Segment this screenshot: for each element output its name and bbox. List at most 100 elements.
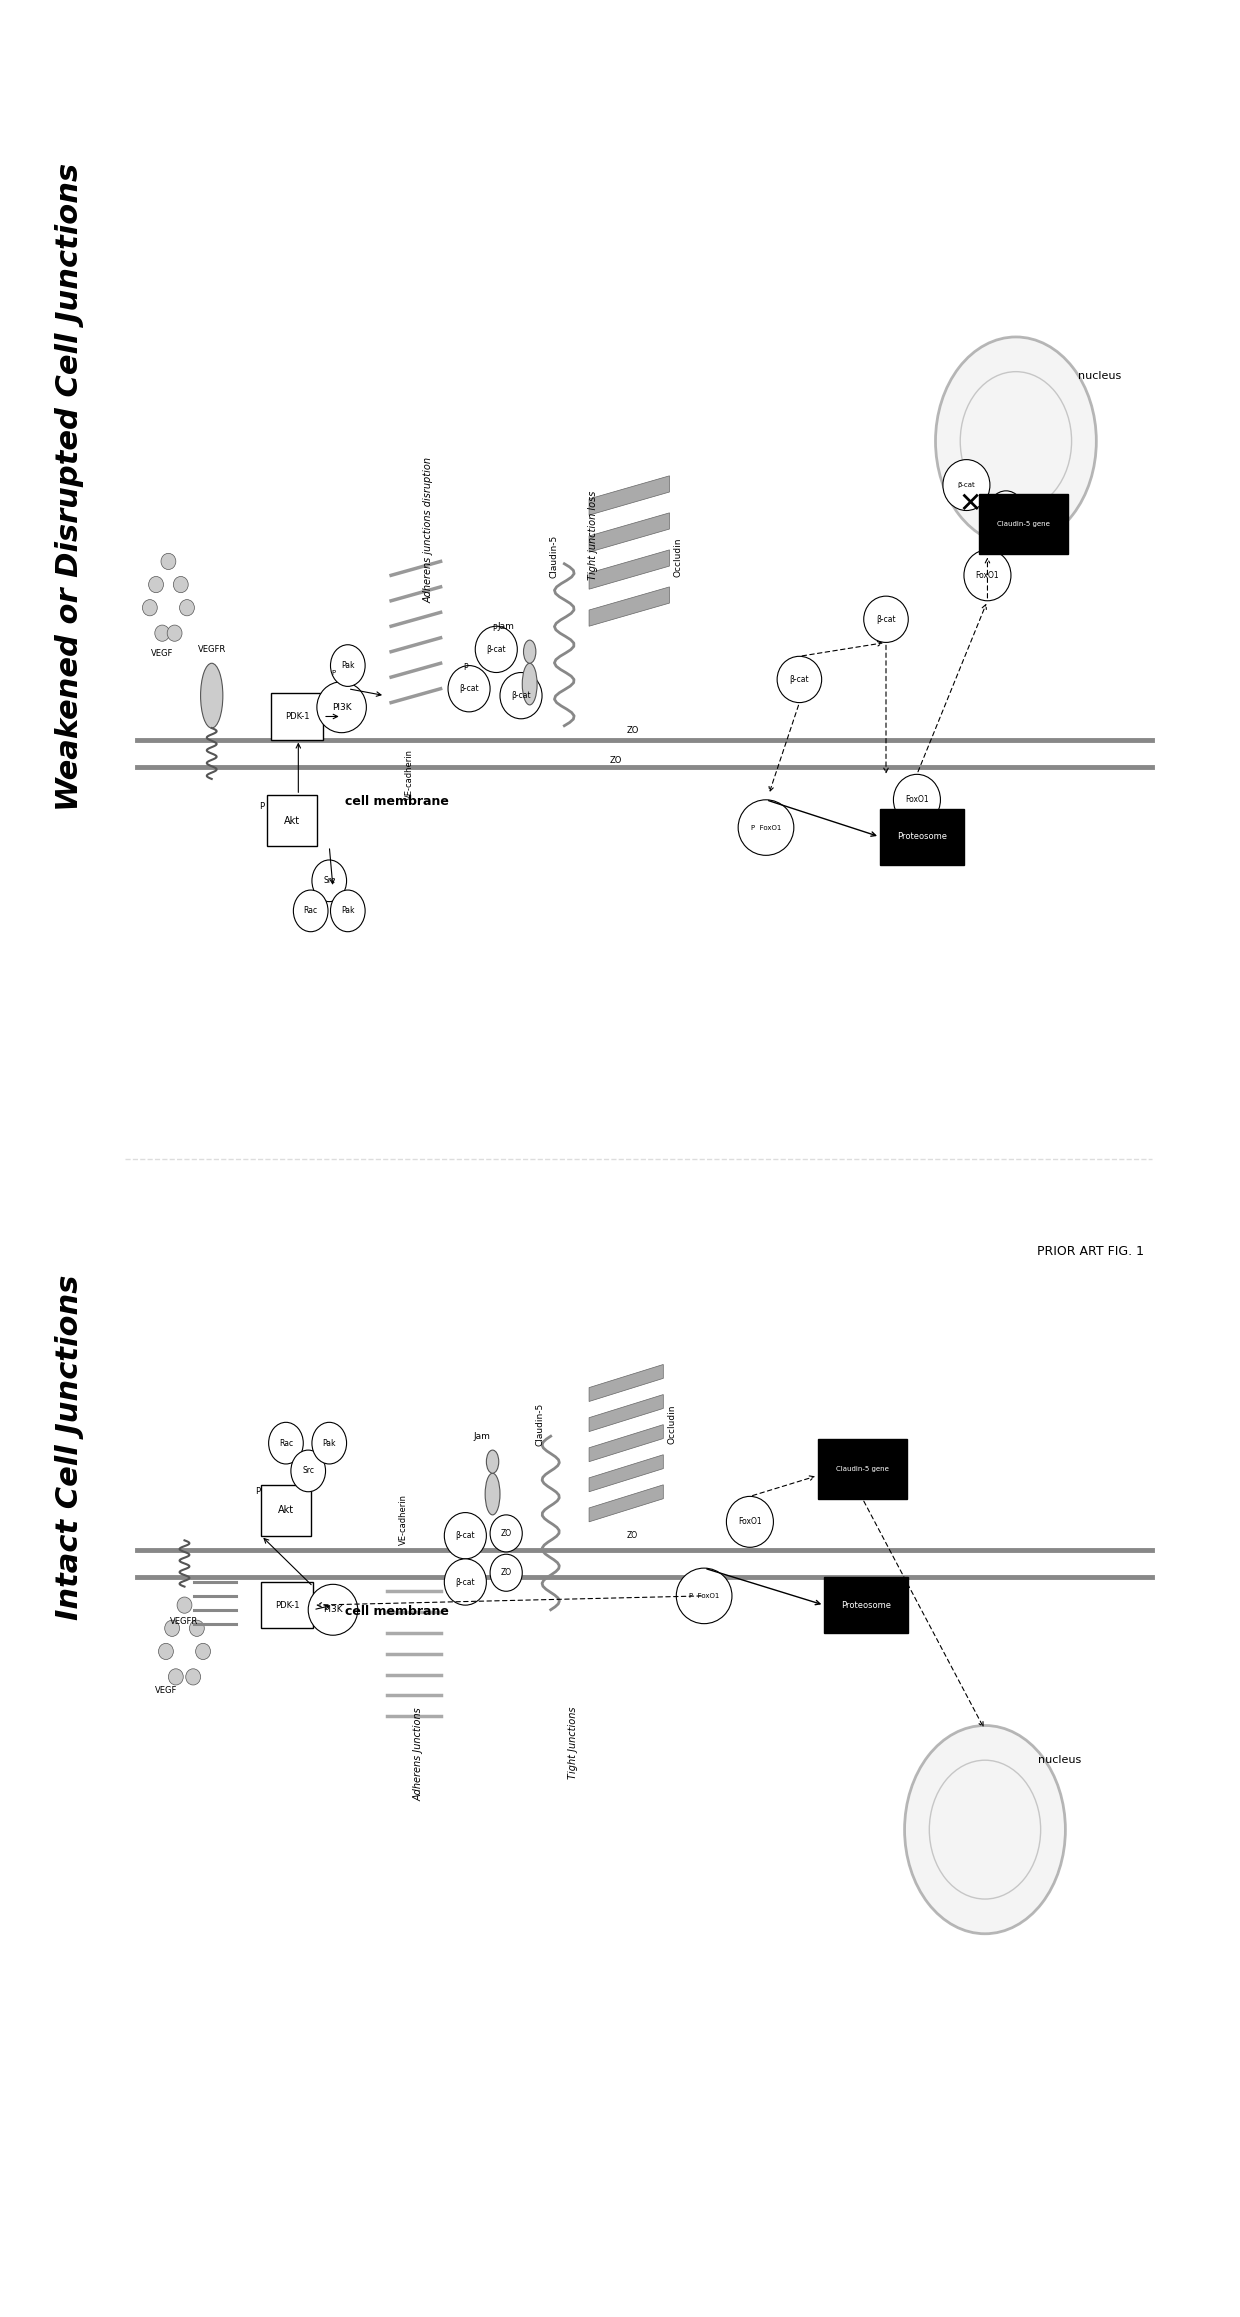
Text: Adherens junctions disruption: Adherens junctions disruption — [423, 456, 433, 602]
Text: ✕: ✕ — [959, 489, 982, 517]
Ellipse shape — [522, 663, 537, 704]
Ellipse shape — [291, 1450, 326, 1492]
Ellipse shape — [167, 626, 182, 642]
Ellipse shape — [317, 681, 366, 732]
Text: FoxO1: FoxO1 — [738, 1518, 761, 1527]
Text: Rac: Rac — [304, 906, 317, 915]
Text: ZO: ZO — [626, 725, 639, 734]
Text: TCF: TCF — [999, 510, 1012, 517]
FancyBboxPatch shape — [818, 1439, 906, 1499]
Text: P  FoxO1: P FoxO1 — [689, 1592, 719, 1599]
Ellipse shape — [777, 656, 822, 702]
Text: β-cat: β-cat — [511, 690, 531, 700]
Polygon shape — [589, 475, 670, 514]
Text: Claudin-5: Claudin-5 — [549, 535, 558, 579]
Text: β-cat: β-cat — [877, 614, 895, 623]
Text: PI3K: PI3K — [332, 702, 351, 711]
Text: cell membrane: cell membrane — [346, 1606, 449, 1617]
Text: Weakened or Disrupted Cell Junctions: Weakened or Disrupted Cell Junctions — [55, 162, 84, 811]
Polygon shape — [589, 1425, 663, 1462]
Text: FoxO1: FoxO1 — [976, 570, 999, 579]
Text: P: P — [492, 623, 497, 633]
FancyBboxPatch shape — [262, 1485, 311, 1536]
Ellipse shape — [294, 890, 329, 931]
Text: Rac: Rac — [279, 1439, 293, 1448]
Text: ZO: ZO — [610, 755, 622, 765]
Text: PDK-1: PDK-1 — [275, 1601, 299, 1610]
Text: Akt: Akt — [278, 1506, 294, 1515]
Text: Jam: Jam — [498, 621, 515, 630]
Ellipse shape — [894, 774, 940, 825]
FancyBboxPatch shape — [825, 1578, 908, 1633]
Ellipse shape — [190, 1620, 205, 1636]
Ellipse shape — [177, 1596, 192, 1613]
Ellipse shape — [159, 1643, 174, 1659]
Polygon shape — [589, 1485, 663, 1522]
Ellipse shape — [312, 860, 346, 901]
Polygon shape — [589, 1455, 663, 1492]
Text: β-cat: β-cat — [455, 1532, 475, 1541]
Ellipse shape — [186, 1668, 201, 1684]
Ellipse shape — [269, 1423, 304, 1464]
Ellipse shape — [904, 1726, 1065, 1935]
Text: nucleus: nucleus — [1038, 1756, 1081, 1766]
Text: Intact Cell Junctions: Intact Cell Junctions — [55, 1274, 84, 1620]
Text: FoxO1: FoxO1 — [905, 795, 929, 804]
FancyBboxPatch shape — [880, 809, 963, 864]
Ellipse shape — [143, 600, 157, 616]
Text: Occludin: Occludin — [673, 538, 682, 577]
Text: P: P — [463, 663, 467, 672]
Text: P: P — [255, 1488, 260, 1497]
Ellipse shape — [196, 1643, 211, 1659]
Ellipse shape — [448, 665, 490, 711]
Ellipse shape — [165, 1620, 180, 1636]
Text: Claudin-5 gene: Claudin-5 gene — [836, 1467, 889, 1471]
Text: β-cat: β-cat — [790, 674, 810, 684]
Ellipse shape — [935, 336, 1096, 544]
Ellipse shape — [155, 626, 170, 642]
Text: VEGFR: VEGFR — [170, 1617, 198, 1627]
Text: Akt: Akt — [284, 816, 300, 825]
Ellipse shape — [523, 639, 536, 663]
Ellipse shape — [486, 1450, 498, 1474]
Ellipse shape — [309, 1585, 357, 1636]
Text: β-cat: β-cat — [957, 482, 976, 489]
Text: Occludin: Occludin — [667, 1404, 676, 1443]
Ellipse shape — [174, 577, 188, 593]
Ellipse shape — [331, 644, 365, 686]
Ellipse shape — [161, 554, 176, 570]
Polygon shape — [589, 512, 670, 551]
Text: Proteosome: Proteosome — [897, 832, 947, 841]
Text: P  FoxO1: P FoxO1 — [750, 825, 781, 829]
Text: ZO: ZO — [501, 1569, 512, 1578]
Ellipse shape — [864, 595, 908, 642]
Text: Claudin-5: Claudin-5 — [536, 1404, 544, 1446]
Text: PRIOR ART FIG. 1: PRIOR ART FIG. 1 — [1037, 1244, 1143, 1258]
Text: Src: Src — [303, 1467, 314, 1476]
Text: PDK-1: PDK-1 — [285, 711, 309, 721]
Ellipse shape — [444, 1559, 486, 1606]
Text: cell membrane: cell membrane — [346, 795, 449, 809]
FancyBboxPatch shape — [978, 494, 1068, 554]
Ellipse shape — [987, 491, 1024, 535]
Ellipse shape — [149, 577, 164, 593]
Polygon shape — [589, 1395, 663, 1432]
Text: P: P — [331, 670, 335, 677]
FancyBboxPatch shape — [272, 693, 324, 739]
Polygon shape — [589, 586, 670, 626]
Ellipse shape — [444, 1513, 486, 1559]
Text: β-cat: β-cat — [459, 684, 479, 693]
Polygon shape — [589, 549, 670, 589]
Ellipse shape — [169, 1668, 184, 1684]
Text: Jam: Jam — [472, 1432, 490, 1441]
Ellipse shape — [676, 1569, 732, 1624]
Ellipse shape — [201, 663, 223, 728]
Ellipse shape — [500, 672, 542, 718]
Ellipse shape — [942, 459, 990, 510]
Ellipse shape — [475, 626, 517, 672]
Polygon shape — [589, 1365, 663, 1402]
Text: Adherens Junctions: Adherens Junctions — [413, 1708, 423, 1800]
Ellipse shape — [331, 890, 365, 931]
Text: Proteosome: Proteosome — [841, 1601, 892, 1610]
Text: Pak: Pak — [322, 1439, 336, 1448]
